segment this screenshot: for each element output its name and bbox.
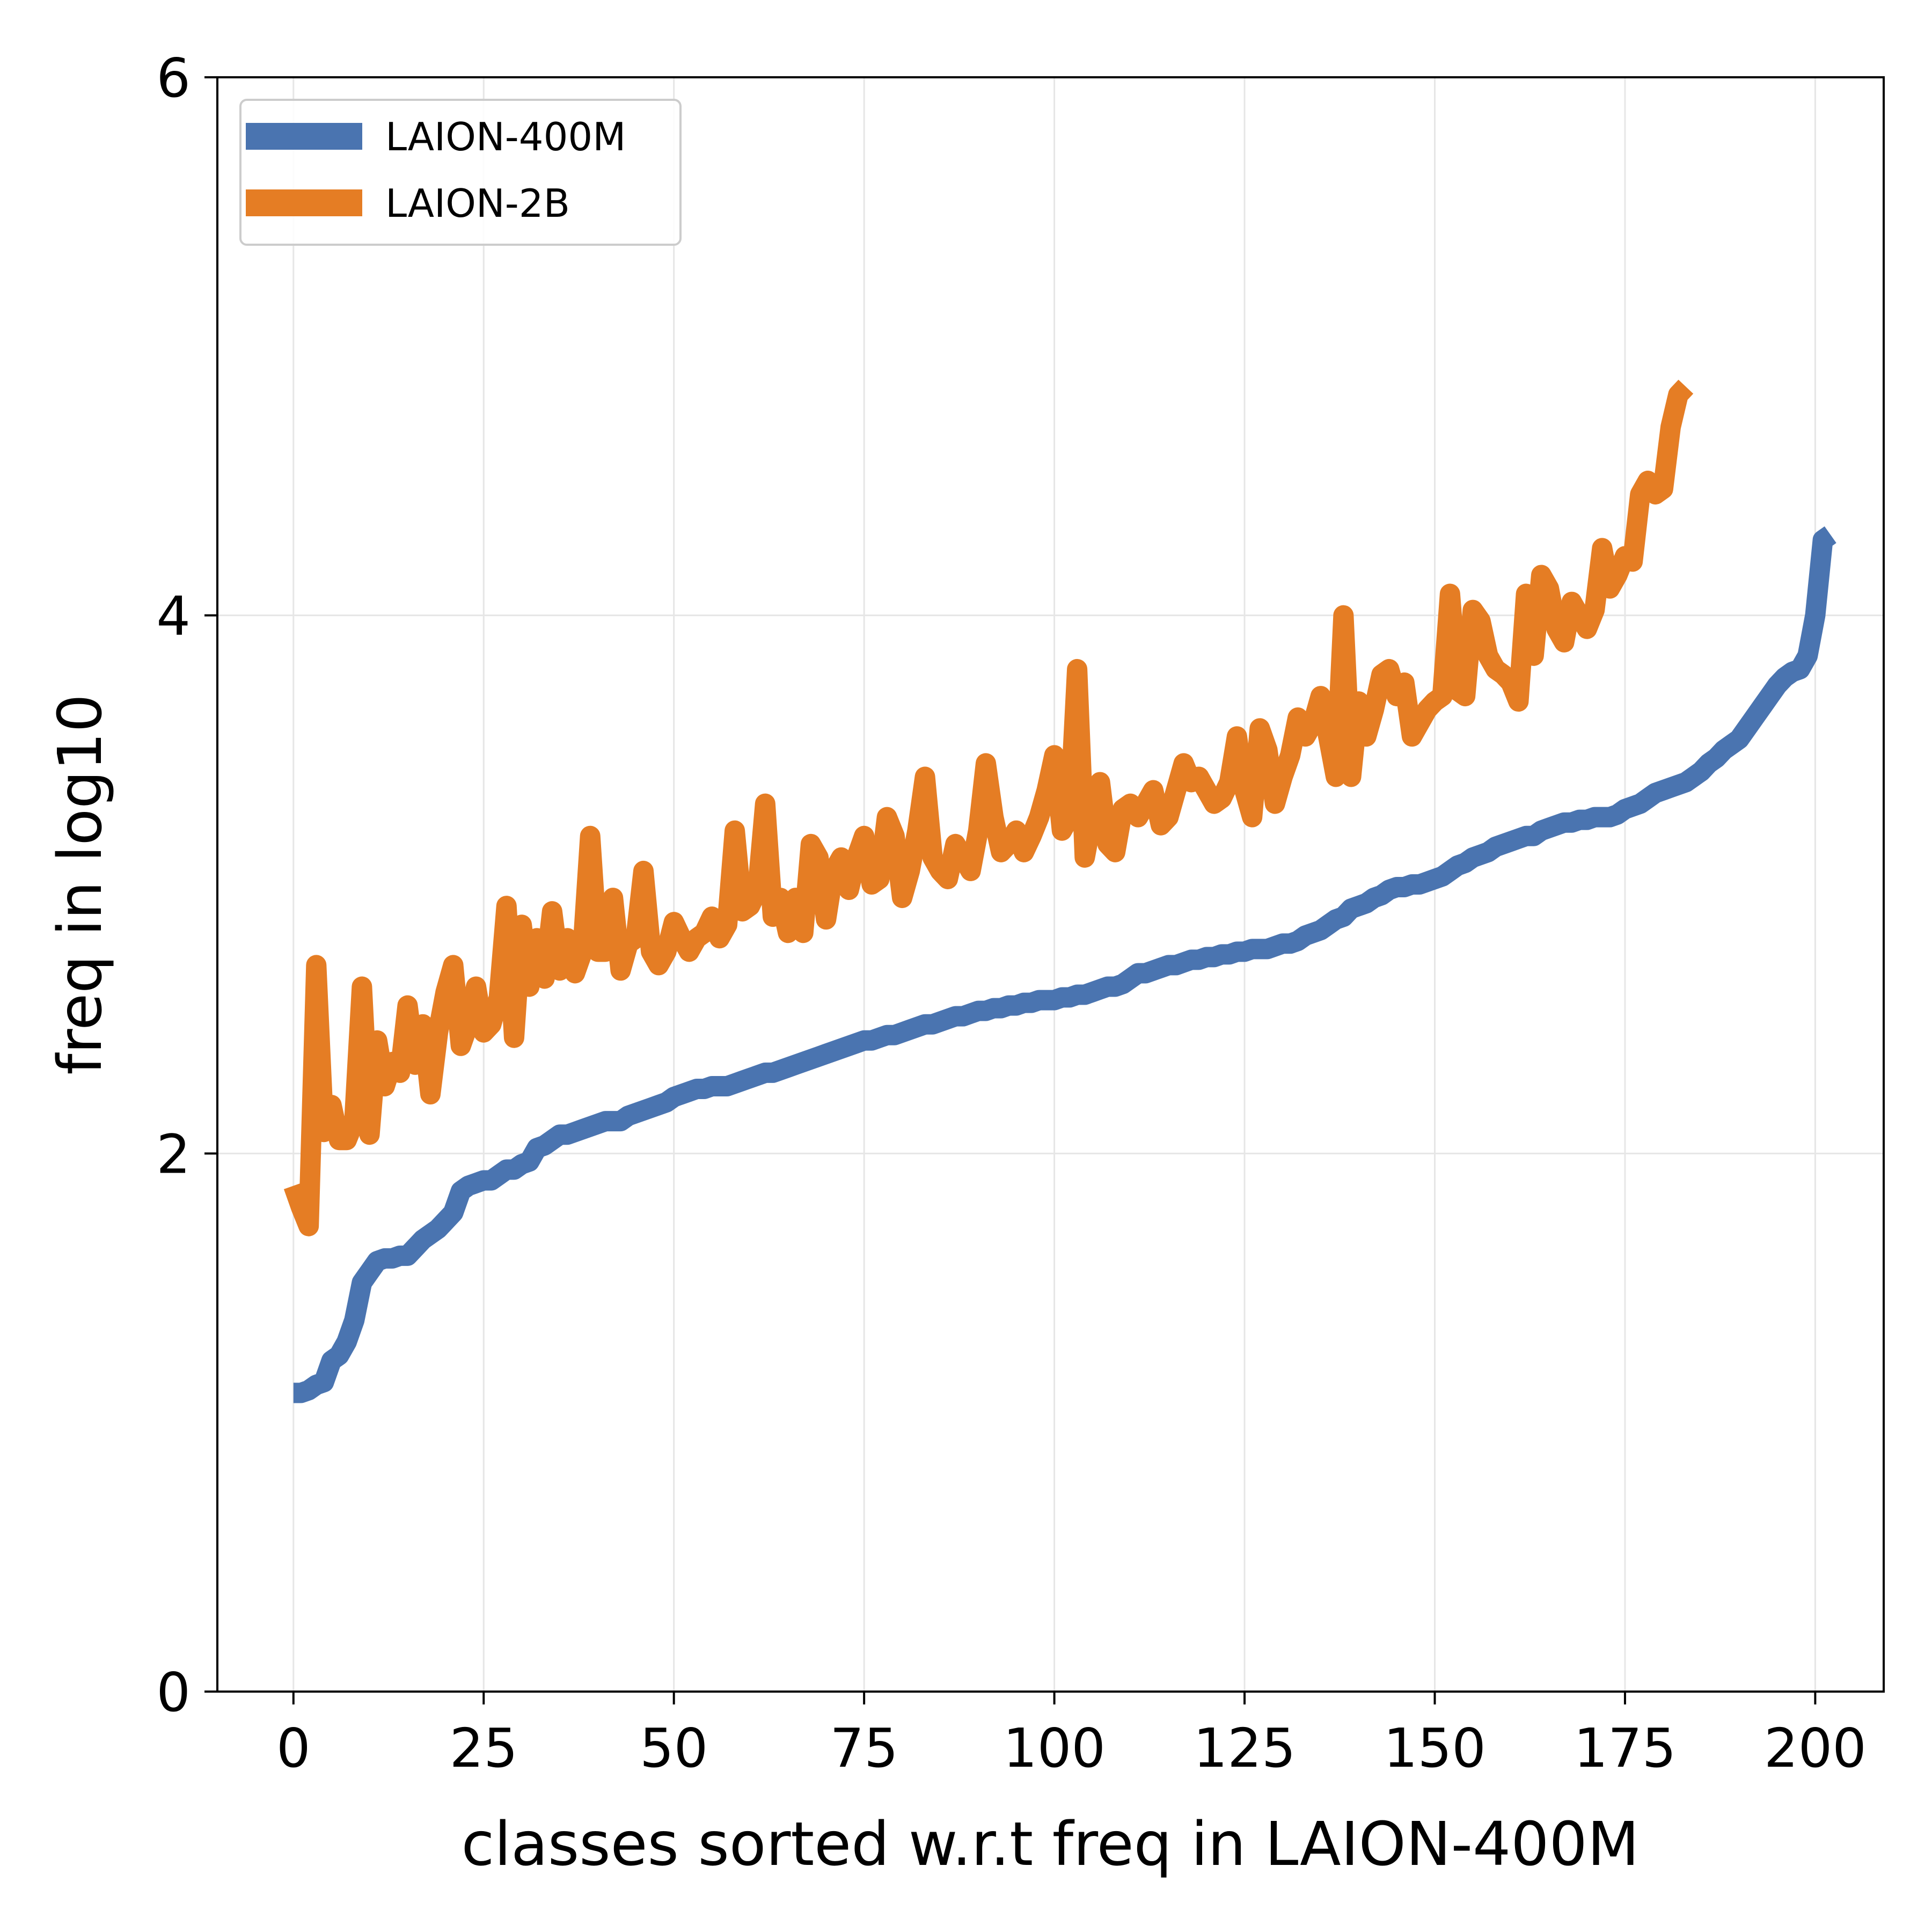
x-tick-label: 100: [1003, 1717, 1106, 1780]
x-tick-label: 150: [1384, 1717, 1486, 1780]
y-tick-label: 2: [156, 1123, 191, 1185]
y-tick-label: 0: [156, 1661, 191, 1724]
legend: LAION-400M LAION-2B: [239, 99, 682, 246]
x-axis-label: classes sorted w.r.t freq in LAION-400M: [462, 1810, 1640, 1879]
legend-label-laion-400m: LAION-400M: [385, 114, 626, 159]
series-line-laion-400m: [290, 526, 1836, 1403]
x-axis: 0 25 50 75 100 125 150 175 200: [276, 1692, 1867, 1780]
series-lines: [283, 379, 1836, 1403]
y-tick-label: 4: [156, 585, 191, 648]
series-line-laion-2b: [283, 379, 1694, 1236]
plot-frame: [216, 76, 1885, 1693]
x-tick-label: 25: [450, 1717, 518, 1780]
x-tick-label: 200: [1764, 1717, 1867, 1780]
legend-label-laion-2b: LAION-2B: [385, 181, 570, 226]
y-tick-label: 6: [156, 47, 191, 109]
x-tick-label: 125: [1194, 1717, 1296, 1780]
x-tick-label: 50: [640, 1717, 708, 1780]
y-axis-label: freq in log10: [46, 694, 115, 1075]
x-tick-label: 75: [830, 1717, 898, 1780]
x-tick-label: 175: [1574, 1717, 1677, 1780]
y-axis: 0 2 4 6: [156, 47, 217, 1724]
x-tick-label: 0: [276, 1717, 311, 1780]
